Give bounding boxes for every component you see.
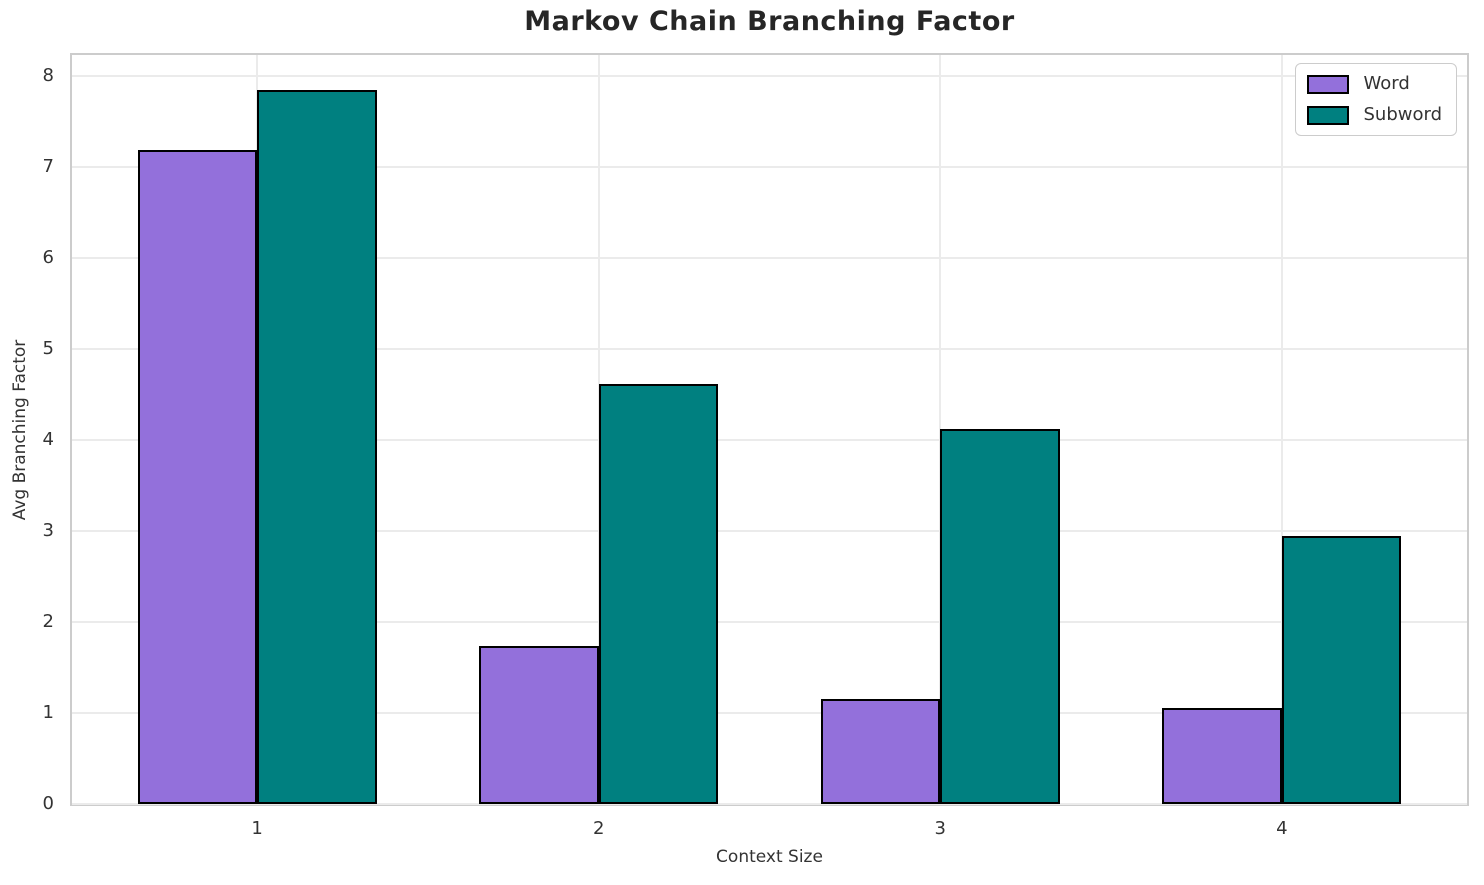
gridline-y-3 [72, 529, 1467, 532]
bar-word-1 [137, 149, 258, 804]
gridline-y-2 [72, 620, 1467, 623]
bar-subword-3 [940, 429, 1060, 804]
legend-item-word: Word [1307, 73, 1442, 95]
bar-subword-4 [1281, 536, 1402, 804]
legend-item-subword: Subword [1307, 104, 1442, 126]
legend: Word Subword [1295, 63, 1457, 136]
x-tick-label-4: 4 [1276, 818, 1288, 839]
y-tick-label-2: 2 [42, 610, 54, 632]
bar-subword-2 [598, 383, 719, 804]
y-tick-label-3: 3 [42, 519, 54, 541]
y-tick-label-5: 5 [42, 337, 54, 359]
y-tick-label-7: 7 [42, 155, 54, 177]
gridline-y-4 [72, 438, 1467, 441]
bar-word-3 [820, 699, 941, 804]
gridline-y-6 [72, 256, 1467, 259]
x-tick-label-2: 2 [592, 818, 605, 839]
x-axis-label: Context Size [716, 847, 823, 867]
bar-word-2 [479, 645, 599, 804]
x-tick-label-3: 3 [934, 818, 946, 839]
y-tick-label-4: 4 [42, 428, 54, 450]
plot-area: Word Subword [70, 53, 1469, 806]
x-tick-label-1: 1 [251, 818, 263, 839]
bar-subword-1 [257, 89, 377, 804]
gridline-y-0 [72, 803, 1467, 805]
gridline-y-7 [72, 165, 1467, 168]
y-tick-label-0: 0 [42, 793, 54, 814]
legend-label-word: Word [1363, 73, 1410, 94]
y-tick-label-1: 1 [42, 701, 54, 723]
chart-title: Markov Chain Branching Factor [524, 6, 1015, 37]
gridline-y-8 [72, 74, 1467, 77]
gridline-y-1 [72, 712, 1467, 714]
gridline-y-5 [72, 347, 1467, 350]
y-tick-label-6: 6 [42, 246, 54, 268]
word-swatch [1307, 74, 1350, 94]
gridline-x-4 [1280, 55, 1283, 804]
legend-label-subword: Subword [1363, 104, 1442, 125]
bar-word-4 [1162, 708, 1282, 804]
y-tick-label-8: 8 [42, 64, 54, 86]
subword-swatch [1307, 105, 1350, 125]
